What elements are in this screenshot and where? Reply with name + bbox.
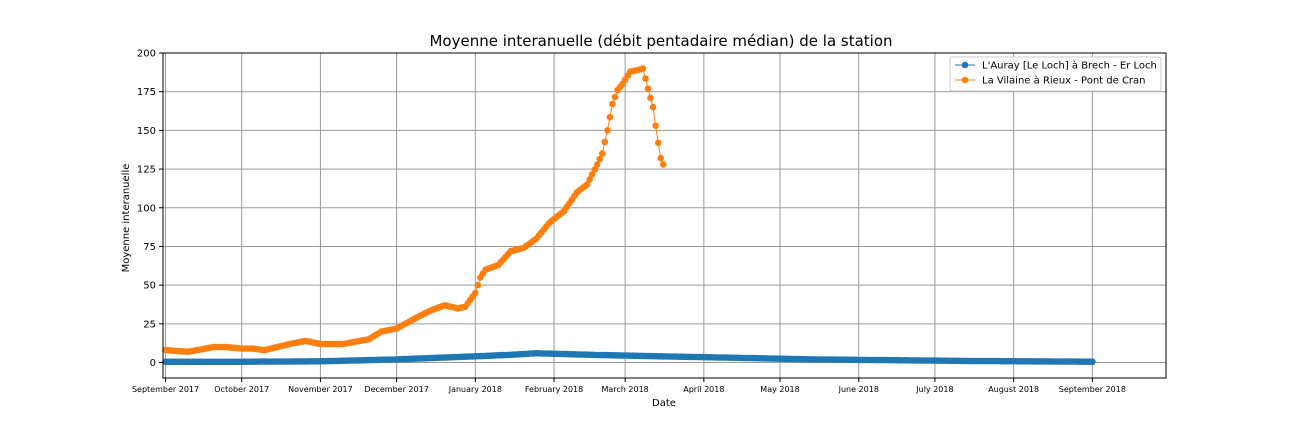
series-1 <box>162 349 1096 366</box>
y-tick-label: 175 <box>137 87 156 98</box>
x-tick-label: November 2017 <box>288 385 353 394</box>
data-point <box>601 138 609 146</box>
data-point <box>591 166 598 173</box>
x-tick-label: December 2017 <box>364 385 428 394</box>
y-tick-label: 0 <box>150 358 156 369</box>
y-axis-ticks: 0 25 50 75 100 125 150 175 200 <box>137 49 163 369</box>
data-point <box>659 161 667 168</box>
data-point <box>583 181 591 188</box>
x-tick-label: June 2018 <box>838 385 879 394</box>
x-tick-label: February 2018 <box>525 385 583 394</box>
x-axis-ticks: September 2017 October 2017 November 2017 D… <box>132 378 1126 394</box>
x-tick-label: May 2018 <box>760 385 799 394</box>
data-point <box>593 161 601 168</box>
data-point <box>588 171 596 178</box>
y-tick-label: 100 <box>137 203 156 214</box>
data-point <box>652 122 659 129</box>
y-tick-label: 200 <box>137 49 156 60</box>
y-axis-label: Moyenne interanuelle <box>121 164 132 273</box>
x-tick-label: August 2018 <box>988 385 1039 394</box>
data-point <box>586 176 593 183</box>
y-tick-label: 75 <box>143 242 156 253</box>
legend-marker <box>961 76 969 84</box>
x-tick-label: September 2018 <box>1059 385 1126 394</box>
y-tick-label: 150 <box>137 126 156 137</box>
series-layer <box>162 65 1096 366</box>
x-tick-label: January 2018 <box>448 385 502 394</box>
data-point <box>639 65 647 72</box>
data-point <box>596 155 603 163</box>
data-point <box>642 75 649 82</box>
legend-label: La Vilaine à Rieux - Pont de Cran <box>982 75 1146 87</box>
data-point <box>599 150 606 157</box>
data-point <box>472 289 479 297</box>
y-tick-label: 25 <box>143 319 156 330</box>
x-tick-label: March 2018 <box>601 385 648 394</box>
data-point <box>609 100 616 108</box>
plot-area-frame <box>162 52 1167 379</box>
data-point <box>606 113 614 121</box>
y-tick-label: 50 <box>143 281 156 292</box>
legend: L'Auray [Le Loch] à Brech - Er Loch La Vi… <box>949 56 1162 92</box>
data-point <box>647 94 654 102</box>
y-tick-label: 125 <box>137 165 156 176</box>
x-tick-label: April 2018 <box>683 385 724 394</box>
legend-entries: L'Auray [Le Loch] à Brech - Er Loch La Vi… <box>955 60 1157 87</box>
data-point <box>1089 358 1096 366</box>
data-point <box>474 281 482 289</box>
legend-box <box>949 56 1162 92</box>
x-tick-label: July 2018 <box>915 385 953 394</box>
x-tick-label: October 2017 <box>214 385 269 394</box>
legend-label: L'Auray [Le Loch] à Brech - Er Loch <box>982 60 1157 72</box>
data-point <box>604 127 611 134</box>
x-axis-label: Date <box>652 398 676 409</box>
chart-title: Moyenne interanuelle (débit pentadaire m… <box>429 32 892 50</box>
data-point <box>611 93 619 101</box>
legend-marker <box>961 61 969 69</box>
x-tick-label: September 2017 <box>132 385 199 394</box>
series-2 <box>162 65 667 356</box>
data-point <box>649 103 657 111</box>
data-point <box>654 139 662 147</box>
data-point <box>657 154 664 162</box>
data-point <box>644 85 652 92</box>
